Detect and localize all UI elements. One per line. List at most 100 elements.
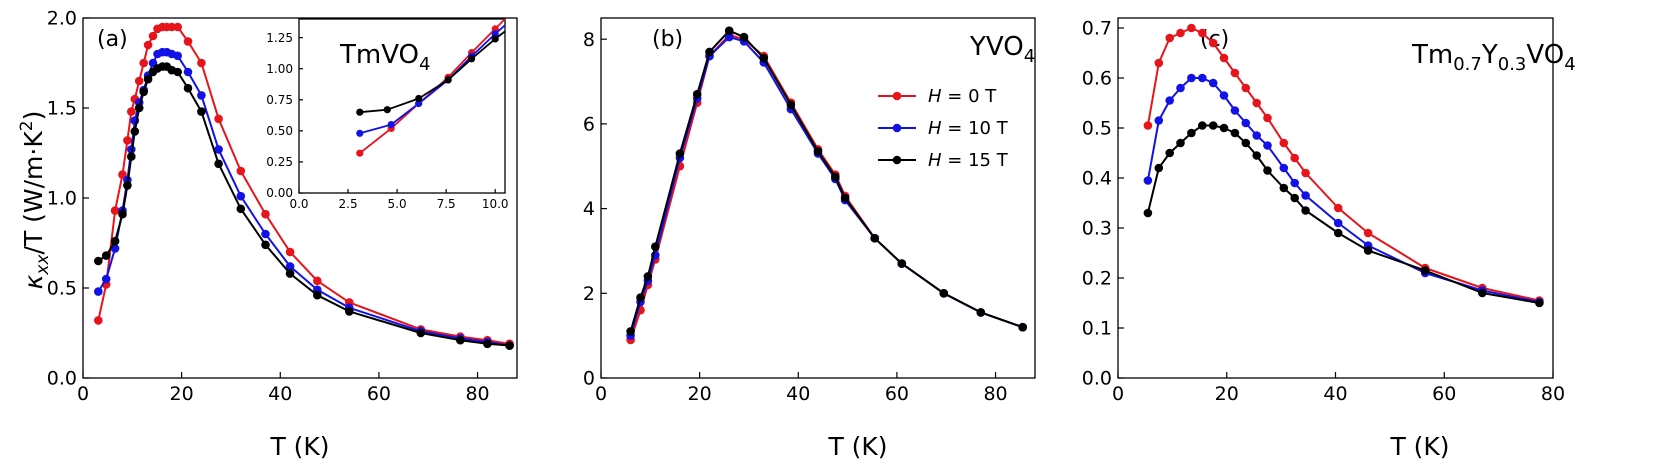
panel-b-ytick-label-1: 2 (583, 283, 595, 305)
panel-b-series-0-line (629, 33, 1024, 341)
panel-c-series-0-point-11 (1263, 113, 1272, 123)
panel-a-series-2-point-3 (118, 209, 127, 219)
panel-a-series-0-point-18 (214, 114, 223, 124)
panel-a-series-2-point-9 (143, 74, 153, 84)
panel-a-series-2-point-5 (127, 152, 136, 161)
panel-c-series-1-point-7 (1219, 91, 1229, 100)
panel-a-series-2-point-0 (94, 256, 103, 266)
inset-series-2-point-3 (444, 76, 452, 84)
panel-a-material: TmVO4 (339, 40, 430, 75)
material-c-part-1: 0.7 (1453, 54, 1482, 75)
panel-a-ylabel: κxx/T (W/m·K2) (17, 111, 53, 290)
panel-b-series-1-point-7 (724, 32, 734, 42)
panel-a-series-2-point-7 (134, 103, 144, 113)
panel-c-series-1-point-2 (1165, 96, 1174, 105)
panel-b-ytick-label-2: 4 (583, 198, 595, 220)
inset-ytick-label-0: 0.00 (266, 186, 293, 200)
panel-c-xtick-label-3: 60 (1432, 383, 1456, 405)
material-a-sub: 4 (419, 54, 430, 75)
panel-a-series-2-point-26 (483, 339, 492, 349)
panel-c-ytick-label-0: 0.0 (1082, 368, 1112, 390)
panel-c-series-0-point-5 (1198, 28, 1207, 38)
panel-c-series-0-point-1 (1154, 58, 1164, 68)
material-b-sub: 4 (1024, 46, 1035, 67)
panel-b-series-2-point-11 (813, 147, 823, 156)
panel-b-series-2-point-5 (692, 89, 702, 99)
panel-c-series-2-point-11 (1263, 166, 1272, 175)
panel-a-ytick-label-2: 1.0 (47, 188, 77, 210)
legend-marker-1 (892, 123, 902, 133)
ylabel-kappa: κ (19, 274, 48, 289)
panel-c-series-2-point-15 (1333, 228, 1343, 238)
panel-c-ytick-label-1: 0.1 (1082, 318, 1112, 340)
panel-c-xtick-label-0: 0 (1112, 383, 1124, 405)
panel-c-ytick-label-2: 0.2 (1082, 268, 1112, 290)
panel-a-series-2-point-21 (285, 269, 295, 278)
panel-c-series-2-point-10 (1252, 151, 1261, 160)
inset-ytick-label-2: 0.50 (266, 124, 293, 138)
panel-c-series-0-point-4 (1187, 23, 1196, 33)
panel-c-series-0-point-13 (1290, 153, 1299, 163)
panel-c-series-2-point-5 (1198, 121, 1207, 130)
panel-a-series-2-point-4 (123, 181, 132, 190)
panel-b-label: (b) (652, 27, 683, 52)
panel-a-series-1-point-16 (183, 67, 193, 77)
inset-series-2-point-2 (415, 94, 423, 103)
panel-a-xtick-label-3: 60 (367, 383, 391, 405)
panel-b-series-2-line (629, 29, 1024, 332)
panel-a-series-1-point-17 (197, 91, 206, 100)
panel-a-label: (a) (97, 27, 128, 52)
panel-a-series-2-point-23 (345, 307, 354, 316)
panel-a-series-1-point-1 (101, 274, 111, 284)
panel-a-xlabel: T (K) (269, 432, 329, 461)
panel-a-chart: κxx/T (W/m·K2) (a) T (K) 0 20 40 60 80 0.0 0.5… (17, 8, 518, 461)
panel-a-series-1-point-20 (261, 229, 270, 239)
inset-series-1-point-1 (387, 121, 395, 129)
panel-b-series-2-point-10 (786, 100, 796, 110)
panel-c-series-0-point-14 (1301, 168, 1310, 178)
panel-c-series-2-point-7 (1219, 123, 1229, 133)
panel-b-series-2-point-6 (705, 47, 714, 57)
panel-c-xlabel: T (K) (1389, 432, 1449, 461)
panel-c-xtick-label-1: 20 (1215, 383, 1239, 405)
panel-c-series-0-point-2 (1165, 33, 1174, 43)
panel-c-series-1-point-10 (1252, 131, 1261, 140)
panel-b-xlabel: T (K) (827, 432, 887, 461)
inset-xtick-label-0: 0.0 (289, 197, 308, 211)
panel-c-series-0-point-7 (1219, 53, 1229, 63)
legend-label-0: H = 0 T (928, 86, 997, 107)
material-c-part-2: Y (1481, 40, 1498, 70)
inset-plot-frame (298, 18, 506, 194)
panel-c-xtick-label-2: 40 (1323, 383, 1347, 405)
panel-a-inset-chart: 0.0 2.5 5.0 7.5 10.0 0.00 0.25 0.50 0.75 1.00 1.25… (266, 18, 509, 211)
panel-a-series-0-point-2 (110, 206, 120, 215)
panel-a-xtick-label-2: 40 (268, 383, 292, 405)
panel-c-series-0-point-6 (1208, 38, 1218, 48)
panel-a-xtick-label-0: 0 (77, 383, 89, 405)
panel-b-xtick-label-3: 60 (885, 383, 909, 405)
panel-a-series-2-point-17 (197, 107, 206, 116)
panel-a-series-0-point-15 (173, 22, 182, 32)
panel-a-series-1-point-15 (173, 51, 182, 61)
panel-b-series-2-point-16 (939, 289, 949, 298)
panel-c-series-1-point-14 (1301, 191, 1310, 200)
panel-c-series-0-point-15 (1333, 203, 1343, 213)
panel-c-series-2-point-12 (1279, 183, 1289, 193)
ylabel-sup: 2 (17, 120, 37, 131)
inset-series-2-point-5 (491, 35, 499, 43)
ylabel-close: ) (19, 111, 48, 121)
panel-b-ytick-label-3: 6 (583, 114, 595, 136)
inset-series-0-point-5 (491, 25, 499, 33)
panel-a-series-2-point-6 (130, 127, 140, 136)
panel-c-series-0-point-12 (1279, 138, 1289, 148)
panel-c-series-2-point-3 (1176, 138, 1185, 148)
inset-ytick-label-1: 0.25 (266, 155, 293, 169)
inset-series-2-point-4 (468, 55, 476, 63)
panel-a-series-0-point-7 (134, 76, 144, 86)
panel-b-series-2-point-8 (739, 32, 749, 42)
panel-a-series-2-point-27 (505, 341, 514, 350)
panel-b-ytick-label-0: 0 (583, 368, 595, 390)
panel-a-series-0-point-0 (94, 316, 103, 325)
panel-a-series-2-point-22 (313, 290, 322, 300)
panel-c-series-0-point-8 (1230, 68, 1240, 78)
